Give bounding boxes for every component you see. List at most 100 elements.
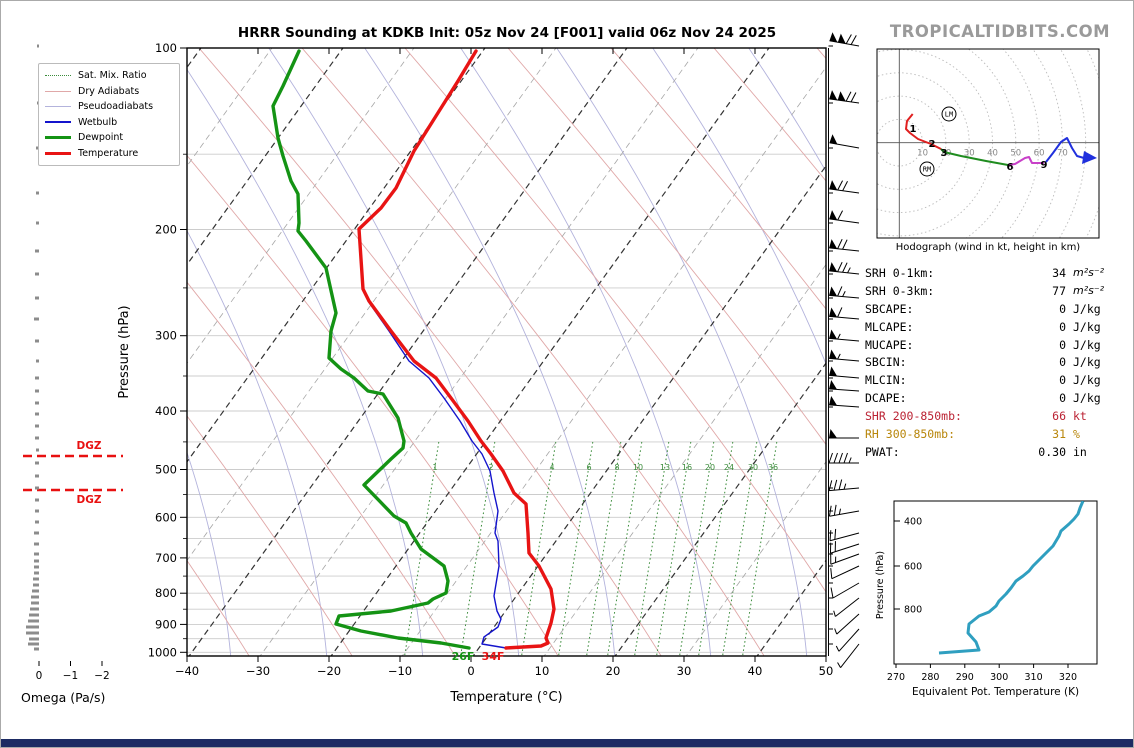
wind-barb bbox=[829, 210, 860, 224]
mixing-ratio-line bbox=[722, 441, 758, 656]
x-tick-label: −30 bbox=[246, 664, 270, 678]
pseudoadiabat-line bbox=[556, 48, 808, 656]
stat-row: RH 300-850mb: 31% bbox=[865, 425, 1129, 443]
stat-unit: m²s⁻² bbox=[1073, 284, 1105, 298]
stat-row: SHR 200-850mb: 66 kt bbox=[865, 407, 1129, 425]
omega-bar bbox=[35, 376, 39, 380]
hodograph-marker-circle bbox=[941, 106, 957, 122]
wind-barb bbox=[829, 396, 860, 408]
omega-bar bbox=[28, 619, 39, 623]
omega-bar bbox=[35, 401, 39, 405]
wind-barb bbox=[829, 349, 860, 362]
stat-value: 77 bbox=[1052, 283, 1066, 298]
wind-barb bbox=[830, 582, 860, 599]
x-tick-label: −40 bbox=[175, 664, 199, 678]
omega-tick-label: −1 bbox=[63, 670, 78, 682]
omega-bar bbox=[35, 461, 39, 465]
wind-barb bbox=[828, 452, 859, 464]
stat-unit: m²s⁻² bbox=[1073, 266, 1105, 280]
legend-sample-temperature bbox=[45, 151, 71, 155]
hodograph-ring-label: 30 bbox=[964, 149, 975, 159]
hodograph-trace-magenta bbox=[1007, 156, 1044, 166]
omega-bar bbox=[35, 474, 39, 478]
theta-e-x-axis-title: Equivalent Pot. Temperature (K) bbox=[912, 686, 1079, 698]
legend-item: Sat. Mix. Ratio bbox=[45, 68, 173, 84]
dry-adiabat-line bbox=[404, 48, 826, 593]
sounding-curves bbox=[271, 49, 556, 650]
theta-e-x-tick-label: 290 bbox=[956, 672, 974, 683]
hodograph-ring-label: 40 bbox=[987, 149, 998, 159]
omega-bar bbox=[34, 565, 39, 569]
legend-label: Dewpoint bbox=[78, 132, 124, 144]
mixing-ratio-label: 16 bbox=[682, 463, 692, 472]
hodograph-trace-red bbox=[905, 113, 942, 150]
omega-bar bbox=[32, 589, 39, 593]
pseudoadiabat-line bbox=[187, 451, 232, 656]
hodograph-marker-label: LM bbox=[945, 111, 953, 119]
dgz-label: DGZ bbox=[77, 494, 102, 506]
x-tick-label: 50 bbox=[819, 664, 834, 678]
dry-adiabat-line bbox=[187, 559, 250, 656]
omega-bar bbox=[34, 317, 39, 321]
omega-bar bbox=[37, 44, 39, 48]
y-tick-label: 700 bbox=[155, 551, 177, 565]
stat-value: 34 bbox=[1052, 265, 1066, 280]
stat-unit: J/kg bbox=[1073, 301, 1101, 316]
stat-label: SBCAPE: bbox=[865, 301, 914, 316]
omega-bar bbox=[35, 509, 39, 513]
omega-bar bbox=[31, 601, 39, 605]
wind-barb bbox=[828, 504, 860, 517]
isotherm-line bbox=[187, 48, 415, 364]
hodograph-ring-label: 50 bbox=[1010, 149, 1021, 159]
theta-e-y-tick-label: 600 bbox=[904, 562, 922, 573]
stat-row: SBCIN: 0 J/kg bbox=[865, 353, 1129, 371]
mixing-ratio-label: 1 bbox=[432, 463, 437, 472]
mixing-ratio-label: 13 bbox=[660, 463, 670, 472]
y-tick-label: 300 bbox=[155, 329, 177, 343]
pseudoadiabat-line bbox=[268, 48, 520, 656]
stat-value: 0 bbox=[1059, 301, 1066, 316]
omega-bar bbox=[36, 191, 39, 195]
wind-barb bbox=[829, 541, 860, 554]
stat-unit: J/kg bbox=[1073, 355, 1101, 370]
pseudoadiabat-line bbox=[652, 48, 826, 366]
legend-label: Sat. Mix. Ratio bbox=[78, 70, 147, 82]
isotherm-line bbox=[259, 48, 699, 656]
x-tick-label: 40 bbox=[748, 664, 763, 678]
mixing-ratio-line bbox=[634, 441, 670, 656]
wind-barb bbox=[829, 366, 860, 379]
legend-label: Pseudoadiabats bbox=[78, 101, 154, 113]
stat-value: 0 bbox=[1059, 319, 1066, 334]
omega-bar bbox=[34, 559, 39, 563]
mixing-ratio-label: 6 bbox=[586, 463, 591, 472]
omega-axis-title: Omega (Pa/s) bbox=[21, 690, 105, 705]
isotherm-line bbox=[330, 48, 770, 656]
footer-bar bbox=[1, 739, 1133, 747]
isotherm-line bbox=[401, 66, 826, 656]
omega-bar bbox=[26, 625, 39, 629]
stat-row: DCAPE: 0 J/kg bbox=[865, 389, 1129, 407]
dgz-label: DGZ bbox=[77, 440, 102, 452]
y-tick-label: 600 bbox=[155, 510, 177, 524]
omega-bar bbox=[35, 296, 39, 300]
stat-value: 66 bbox=[1052, 409, 1066, 424]
stat-unit: % bbox=[1073, 426, 1080, 441]
omega-bar bbox=[36, 359, 39, 363]
omega-bar bbox=[36, 221, 39, 225]
stat-value: 0.30 bbox=[1038, 444, 1066, 459]
stat-unit: J/kg bbox=[1073, 319, 1101, 334]
omega-bar bbox=[31, 595, 39, 599]
stat-label: SRH 0-1km: bbox=[865, 265, 935, 280]
legend-item: Dewpoint bbox=[45, 130, 173, 146]
wind-barb bbox=[829, 238, 860, 252]
omega-bar bbox=[34, 647, 39, 651]
stat-row: MLCAPE: 0 J/kg bbox=[865, 318, 1129, 336]
omega-bar bbox=[35, 424, 39, 428]
y-tick-label: 400 bbox=[155, 404, 177, 418]
x-tick-label: 30 bbox=[677, 664, 692, 678]
theta-e-x-tick-label: 270 bbox=[887, 672, 905, 683]
stat-row: MUCAPE: 0 J/kg bbox=[865, 336, 1129, 354]
omega-bar bbox=[35, 486, 39, 490]
wind-barb bbox=[829, 180, 860, 194]
